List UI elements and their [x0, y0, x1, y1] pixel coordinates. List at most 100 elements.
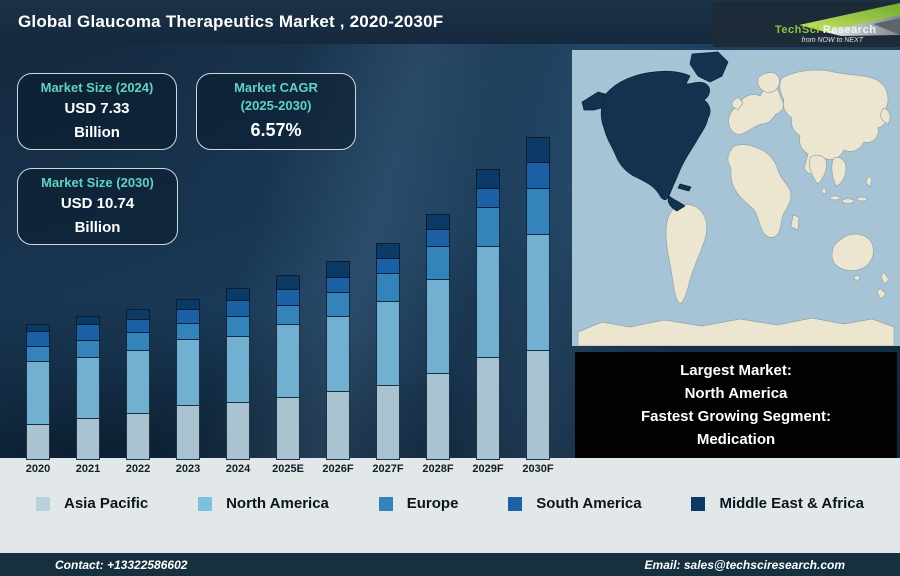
- bar-stack: [26, 324, 50, 460]
- box-value-line2: Billion: [74, 218, 121, 236]
- bar-segment-north-america: [276, 325, 300, 398]
- bar-stack: [326, 261, 350, 460]
- bar-segment-europe: [126, 333, 150, 351]
- bar-2021: 2021: [63, 316, 113, 475]
- box-value: 6.57%: [250, 119, 302, 140]
- legend-swatch-icon: [691, 496, 706, 511]
- map-landmasses: [577, 69, 895, 346]
- bar-segment-middle-east-africa: [26, 324, 50, 332]
- legend-swatch-icon: [378, 496, 393, 511]
- logo-brand-secondary: Research: [823, 24, 877, 36]
- bar-stack: [426, 214, 450, 460]
- legend-swatch-icon: [508, 496, 523, 511]
- bar-2028f: 2028F: [413, 214, 463, 475]
- bar-segment-north-america: [226, 337, 250, 403]
- bar-segment-europe: [476, 207, 500, 247]
- bar-stack: [226, 287, 250, 460]
- bar-2020: 2020: [13, 324, 63, 475]
- techsci-logo: TechSci Research from NOW to NEXT: [713, 2, 900, 47]
- box-heading: Market CAGR: [234, 80, 318, 96]
- bar-segment-south-america: [426, 229, 450, 248]
- bar-segment-middle-east-africa: [276, 275, 300, 290]
- bar-segment-middle-east-africa: [226, 287, 250, 302]
- bar-segment-europe: [276, 306, 300, 326]
- callout-line: Largest Market:: [680, 361, 792, 379]
- footer-bar: Contact: +13322586602 Email: sales@techs…: [0, 553, 900, 576]
- market-size-2030-box: Market Size (2030) USD 10.74 Billion: [17, 168, 178, 245]
- bar-segment-south-america: [176, 309, 200, 325]
- logo-tagline: from NOW to NEXT: [802, 37, 864, 44]
- bar-segment-north-america: [326, 317, 350, 393]
- bar-segment-asia-pacific: [276, 397, 300, 460]
- bar-segment-middle-east-africa: [476, 168, 500, 189]
- callout-line: North America: [684, 384, 788, 402]
- x-axis-label: 2021: [75, 463, 101, 475]
- bar-2029f: 2029F: [463, 168, 513, 475]
- legend-item-north-america: North America: [198, 495, 329, 512]
- legend-label: Middle East & Africa: [719, 495, 864, 512]
- box-heading: Market Size (2030): [41, 174, 154, 190]
- bar-2027f: 2027F: [363, 242, 413, 475]
- bar-segment-europe: [76, 340, 100, 358]
- box-heading-line2: (2025-2030): [240, 98, 312, 114]
- techsci-arrow-icon: TechSci Research from NOW to NEXT: [775, 3, 900, 44]
- bar-stack: [526, 136, 550, 460]
- bar-segment-middle-east-africa: [526, 136, 550, 163]
- bar-segment-middle-east-africa: [376, 242, 400, 259]
- bar-segment-asia-pacific: [126, 413, 150, 460]
- bar-2022: 2022: [113, 308, 163, 475]
- legend-strip: Asia Pacific North America Europe South Ame…: [0, 458, 900, 553]
- footer-contact: Contact: +13322586602: [55, 557, 188, 572]
- bar-stack: [76, 316, 100, 460]
- map-north-america-highlight: [581, 51, 729, 212]
- bar-segment-south-america: [326, 278, 350, 294]
- bar-segment-south-america: [26, 331, 50, 347]
- bar-segment-asia-pacific: [176, 406, 200, 460]
- x-axis-label: 2028F: [422, 463, 454, 475]
- bar-segment-south-america: [526, 162, 550, 190]
- bar-segment-middle-east-africa: [426, 214, 450, 230]
- legend-item-europe: Europe: [378, 495, 459, 512]
- bar-segment-asia-pacific: [326, 392, 350, 460]
- market-cagr-box: Market CAGR (2025-2030) 6.57%: [196, 73, 356, 150]
- bar-segment-asia-pacific: [376, 386, 400, 460]
- bar-segment-north-america: [126, 351, 150, 414]
- bar-stack: [126, 308, 150, 460]
- bar-segment-middle-east-africa: [76, 316, 100, 326]
- bar-segment-europe: [376, 274, 400, 303]
- legend-swatch-icon: [36, 496, 50, 511]
- bar-segment-north-america: [526, 234, 550, 351]
- box-value-line2: Billion: [74, 123, 120, 141]
- bar-segment-asia-pacific: [226, 402, 250, 460]
- box-heading: Market Size (2024): [40, 79, 154, 95]
- bar-segment-middle-east-africa: [126, 308, 150, 320]
- x-axis-label: 2024: [225, 463, 251, 475]
- legend-label: Asia Pacific: [64, 495, 149, 512]
- bar-segment-europe: [26, 346, 50, 362]
- market-size-2024-box: Market Size (2024) USD 7.33 Billion: [17, 73, 177, 150]
- bar-segment-europe: [326, 293, 350, 318]
- x-axis-label: 2025E: [272, 463, 304, 475]
- bar-segment-asia-pacific: [476, 357, 500, 460]
- legend-item-asia-pacific: Asia Pacific: [36, 495, 148, 512]
- bar-segment-middle-east-africa: [326, 261, 350, 279]
- x-axis-label: 2020: [25, 463, 51, 475]
- legend-swatch-icon: [198, 496, 213, 511]
- x-axis-label: 2030F: [522, 463, 554, 475]
- bar-segment-south-america: [126, 319, 150, 334]
- legend-label: South America: [536, 495, 642, 512]
- legend-label: Europe: [406, 495, 459, 512]
- bar-stack: [476, 168, 500, 460]
- bar-segment-north-america: [376, 302, 400, 387]
- bar-segment-middle-east-africa: [176, 298, 200, 310]
- market-highlights-box: Largest Market: North America Fastest Gr…: [575, 352, 897, 458]
- bar-2025e: 2025E: [263, 275, 313, 475]
- page-title: Global Glaucoma Therapeutics Market , 20…: [18, 12, 444, 31]
- bar-segment-south-america: [276, 289, 300, 307]
- bar-segment-north-america: [26, 361, 50, 425]
- bar-segment-europe: [526, 189, 550, 235]
- bar-segment-asia-pacific: [426, 373, 450, 460]
- bar-segment-south-america: [76, 325, 100, 341]
